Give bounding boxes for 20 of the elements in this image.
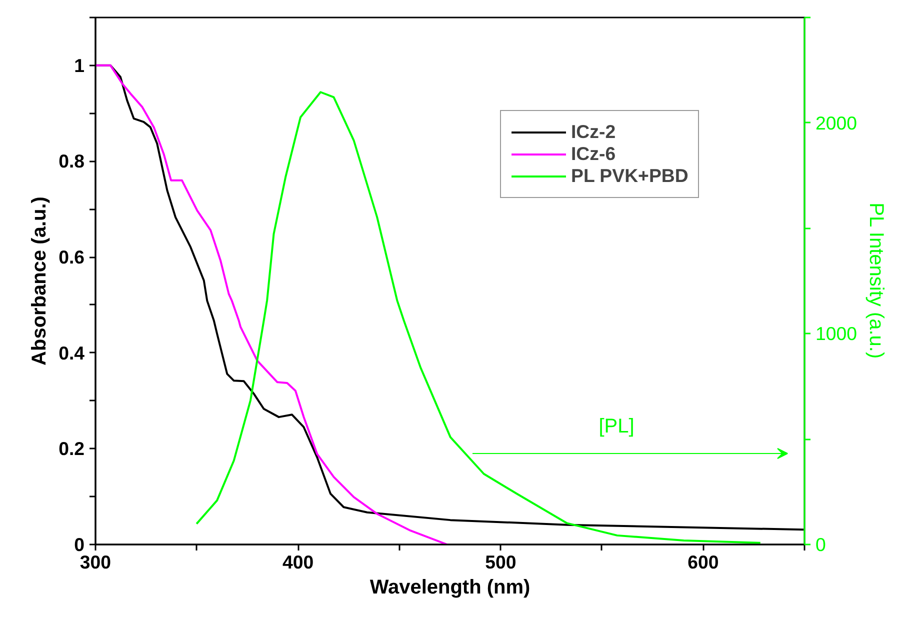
x-axis-title: Wavelength (nm): [370, 576, 530, 598]
y2-axis-title: PL Intensity (a.u.): [865, 202, 888, 359]
line-series: [196, 91, 762, 544]
y-tick-label: 1: [74, 54, 85, 76]
y-tick-label: 0.4: [58, 342, 86, 364]
x-tick-label: 500: [485, 552, 516, 572]
legend-label: PL PVK+PBD: [571, 165, 688, 187]
y-axis-title: Absorbance (a.u.): [28, 196, 51, 366]
y-tick-label: 0.2: [58, 438, 85, 460]
x-tick-label: 600: [688, 552, 719, 572]
y2-tick-label: 2000: [816, 112, 858, 134]
y2-tick-label: 1000: [816, 323, 858, 344]
y2-tick-label: 0: [816, 534, 826, 555]
x-tick-label: 400: [282, 552, 314, 572]
annotation: [PL]: [598, 416, 634, 438]
y-tick-label: 0.8: [58, 150, 85, 172]
y-tick-label: 0.6: [58, 246, 85, 268]
legend-label: ICz-2: [571, 121, 616, 143]
legend-label: ICz-6: [571, 143, 616, 165]
line-series: [96, 64, 448, 544]
